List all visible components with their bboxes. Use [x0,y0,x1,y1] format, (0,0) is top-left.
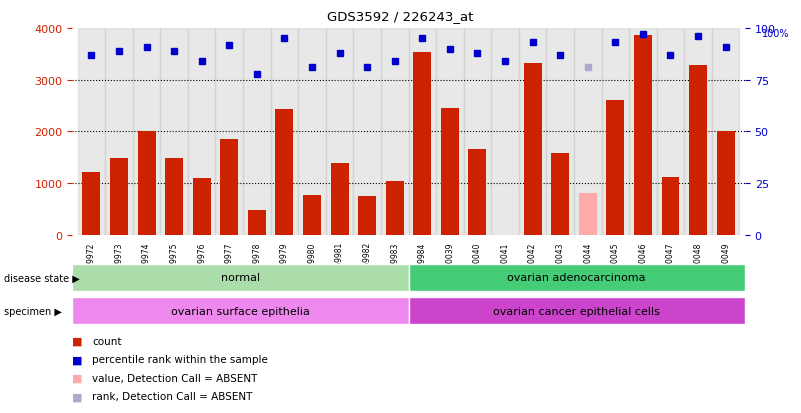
Text: rank, Detection Call = ABSENT: rank, Detection Call = ABSENT [92,392,252,401]
Text: 100%: 100% [762,29,789,39]
Bar [409,29,436,235]
Bar [276,110,293,235]
Bar [551,153,570,235]
Bar [220,140,238,235]
Bar [409,264,745,291]
Bar [193,178,211,235]
Bar [243,29,271,235]
Text: ■: ■ [72,336,83,346]
Bar [602,29,629,235]
Bar [469,150,486,235]
Bar [491,29,519,235]
Bar [413,53,431,235]
Bar [326,29,353,235]
Bar [78,29,105,235]
Text: normal: normal [221,273,260,283]
Bar [546,29,574,235]
Bar [358,196,376,235]
Bar [579,193,597,235]
Bar [689,66,707,235]
Bar [215,29,243,235]
Bar [606,101,624,235]
Bar [72,264,409,291]
Bar [110,159,128,235]
Text: value, Detection Call = ABSENT: value, Detection Call = ABSENT [92,373,257,383]
Bar [298,29,326,235]
Bar [188,29,215,235]
Text: count: count [92,336,122,346]
Bar [72,297,409,324]
Text: ■: ■ [72,373,83,383]
Bar [386,181,404,235]
Bar [138,132,155,235]
Bar [133,29,160,235]
Bar [464,29,491,235]
Bar [574,29,602,235]
Bar [83,173,100,235]
Bar [662,177,679,235]
Bar [629,29,657,235]
Bar [271,29,298,235]
Bar [105,29,133,235]
Text: ■: ■ [72,354,83,364]
Bar [160,29,188,235]
Bar [524,64,541,235]
Bar [634,36,652,235]
Text: ovarian cancer epithelial cells: ovarian cancer epithelial cells [493,306,660,316]
Bar [165,159,183,235]
Bar [657,29,684,235]
Text: disease state ▶: disease state ▶ [4,273,80,283]
Bar [717,132,735,235]
Bar [248,211,266,235]
Bar [436,29,464,235]
Text: percentile rank within the sample: percentile rank within the sample [92,354,268,364]
Bar [303,195,321,235]
Bar [684,29,712,235]
Bar [441,109,459,235]
Text: GDS3592 / 226243_at: GDS3592 / 226243_at [328,10,473,23]
Text: ovarian surface epithelia: ovarian surface epithelia [171,306,310,316]
Bar [519,29,546,235]
Bar [381,29,409,235]
Bar [409,297,745,324]
Text: specimen ▶: specimen ▶ [4,306,62,316]
Bar [353,29,381,235]
Text: ovarian adenocarcinoma: ovarian adenocarcinoma [508,273,646,283]
Bar [331,163,348,235]
Text: ■: ■ [72,392,83,401]
Bar [712,29,739,235]
